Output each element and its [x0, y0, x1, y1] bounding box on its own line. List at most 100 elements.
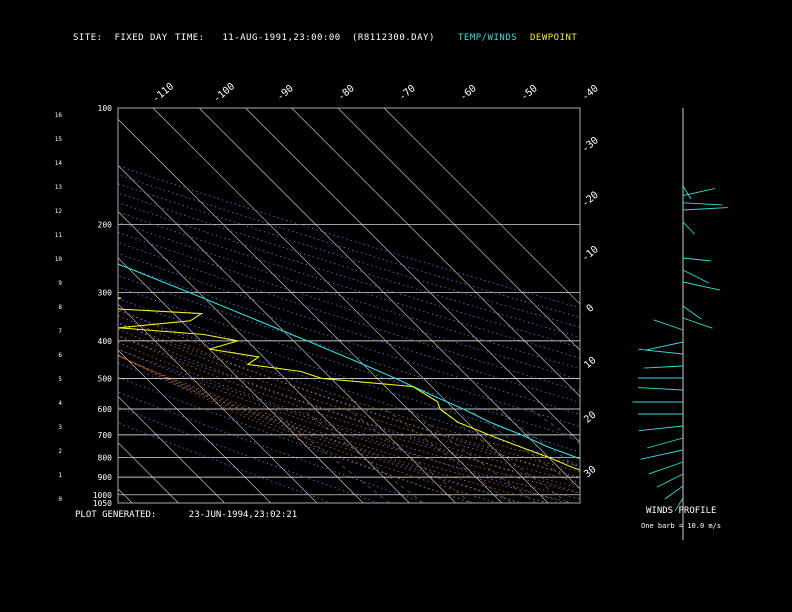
pressure-tick-label: 900: [98, 473, 113, 482]
pressure-tick-label: 200: [98, 220, 113, 229]
isotherm-line: [198, 108, 580, 490]
dry-adiabat-line: [118, 335, 580, 494]
isotherm-top-label: -70: [397, 83, 418, 103]
pressure-tick-label: 500: [98, 374, 113, 383]
isotherm-top-label: -90: [275, 83, 296, 103]
height-tick-label: 10: [55, 256, 63, 263]
isotherm-top-label: -100: [212, 81, 238, 105]
isotherm-line: [0, 108, 86, 503]
wind-barb: [682, 207, 728, 211]
isotherm-top-label: -110: [151, 81, 177, 105]
isotherm-line: [152, 108, 549, 503]
height-tick-label: 3: [58, 424, 62, 431]
height-tick-label: 6: [58, 352, 62, 359]
height-tick-label: 7: [58, 328, 62, 335]
mixing-ratio-line: [529, 408, 580, 445]
height-tick-label: 8: [58, 304, 62, 311]
plot-frame: [117, 107, 581, 504]
header-time: TIME: 11-AUG-1991,23:00:00: [175, 33, 341, 43]
height-tick-label: 16: [55, 112, 63, 119]
wind-barb: [682, 202, 723, 206]
wind-barb: [645, 341, 684, 351]
height-tick-label: 15: [55, 136, 63, 143]
mixing-ratio-line: [269, 408, 390, 503]
isotherm-line: [118, 257, 364, 503]
pressure-tick-label: 800: [98, 453, 113, 462]
wind-barb: [647, 437, 684, 449]
header-site: SITE: FIXED DAY: [73, 33, 168, 43]
isotherm-right-label: 10: [582, 355, 598, 371]
dry-adiabat-line: [118, 298, 580, 453]
pressure-tick-label: 700: [98, 431, 113, 440]
moist-adiabat-line: [118, 355, 548, 503]
dry-adiabat-line: [118, 231, 580, 381]
isotherm-right-label: -20: [580, 190, 601, 210]
isotherm-line: [337, 108, 580, 351]
dry-adiabat-line: [118, 322, 580, 480]
legend-dewpoint: DEWPOINT: [530, 33, 578, 43]
wind-barb: [682, 305, 702, 320]
pressure-tick-label: 1050: [93, 499, 112, 508]
isotherm-top-label: -80: [336, 83, 357, 103]
generated-label: PLOT GENERATED:: [75, 510, 157, 520]
moist-adiabat-line: [118, 354, 498, 503]
legend-temp: TEMP/WINDS: [458, 33, 518, 43]
height-tick-label: 0: [58, 496, 62, 503]
generated-value: 23-JUN-1994,23:02:21: [188, 510, 298, 520]
pressure-tick-label: 100: [98, 104, 113, 113]
mixing-ratio-line: [347, 408, 472, 503]
wind-barb: [638, 387, 684, 391]
isotherm-top-label: -60: [458, 83, 479, 103]
isotherm-right-label: 20: [582, 409, 598, 425]
dry-adiabat-line: [118, 362, 520, 503]
wind-barb: [682, 281, 721, 291]
time-label: TIME:: [175, 33, 205, 43]
moist-adiabat-line: [118, 335, 580, 489]
height-tick-label: 4: [58, 400, 62, 407]
height-tick-label: 11: [55, 232, 63, 239]
wind-barb: [640, 449, 684, 460]
isotherm-right-label: 30: [582, 464, 598, 480]
isotherm-line: [118, 488, 133, 503]
isotherm-line: [118, 395, 225, 503]
isotherm-line: [118, 211, 410, 503]
dry-adiabat-line: [118, 174, 580, 318]
wind-barb: [664, 485, 684, 500]
isotherm-right-label: -10: [580, 244, 601, 264]
moist-adiabat-line: [118, 328, 580, 483]
isotherm-line: [0, 108, 40, 503]
wind-barb: [682, 317, 713, 329]
isotherm-top-label: -50: [519, 83, 540, 103]
wind-barb: [638, 348, 684, 355]
mixing-ratio-line: [438, 408, 569, 503]
wind-barb: [682, 221, 695, 235]
plot-area: [0, 108, 580, 503]
isotherm-line: [118, 349, 272, 503]
dry-adiabat-line: [118, 349, 566, 503]
height-tick-label: 14: [55, 160, 63, 167]
winds-profile-title: WINDS PROFILE: [646, 506, 717, 516]
pressure-tick-label: 400: [98, 337, 113, 346]
isotherm-line: [118, 442, 179, 503]
footer-generated: PLOT GENERATED: 23-JUN-1994,23:02:21: [75, 510, 297, 520]
dewpoint-profile: [118, 297, 580, 471]
wind-barb: [648, 461, 684, 475]
moist-adiabat-line: [118, 355, 574, 503]
height-tick-label: 9: [58, 280, 62, 287]
isotherm-top-label: -40: [580, 83, 601, 103]
isotherm-line: [291, 108, 580, 397]
isotherm-line: [118, 164, 456, 503]
wind-barb: [653, 319, 684, 331]
height-tick-label: 13: [55, 184, 63, 191]
height-tick-label: 12: [55, 208, 63, 215]
pressure-tick-label: 1000: [93, 491, 112, 500]
dry-adiabat-line: [118, 406, 379, 503]
wind-barb: [682, 269, 710, 284]
height-tick-label: 5: [58, 376, 62, 383]
mixing-ratio-line: [301, 408, 424, 503]
temperature-profile: [118, 263, 580, 460]
wind-barb: [682, 185, 692, 200]
isotherm-line: [383, 108, 580, 305]
pressure-tick-label: 600: [98, 405, 113, 414]
isotherm-right-label: -30: [580, 135, 601, 155]
